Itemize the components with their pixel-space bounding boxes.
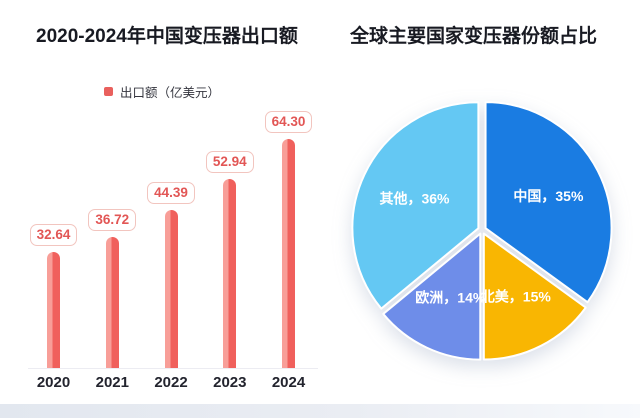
pie-chart: 中国，35% 北美，15%欧洲，14% 其他，36% xyxy=(351,101,613,361)
pie-chart-title: 全球主要国家变压器份额占比 xyxy=(350,26,598,47)
bar-2020 xyxy=(47,252,60,368)
x-axis-line xyxy=(28,368,318,369)
bar-value-label-2024: 64.30 xyxy=(244,111,334,133)
bar-value-label-2021: 36.72 xyxy=(67,209,157,231)
pie-slice-china xyxy=(484,101,613,304)
x-axis-label-2023: 2023 xyxy=(213,374,247,391)
bar-2021 xyxy=(105,237,119,368)
pie-slice-label-north-america: 北美，15% xyxy=(481,288,552,304)
legend-label: 出口额（亿美元） xyxy=(120,86,221,100)
bar-2022 xyxy=(164,210,178,368)
bar-chart-title: 2020-2024年中国变压器出口额 xyxy=(36,26,298,47)
bar-2024 xyxy=(282,139,295,368)
bar-value-label-2020: 32.64 xyxy=(9,224,99,246)
pie-slice-others xyxy=(351,101,480,310)
pie-slice-label-europe: 欧洲，14% xyxy=(415,290,486,306)
bar-value-label-2023: 52.94 xyxy=(185,151,275,173)
bar-value-label-2022: 44.39 xyxy=(126,182,216,204)
x-axis-label-2022: 2022 xyxy=(154,374,188,391)
value-badge: 52.94 xyxy=(205,151,254,173)
pie-slice-label-others: 其他，36% xyxy=(379,190,450,206)
value-badge: 44.39 xyxy=(147,182,195,204)
legend-marker-icon xyxy=(104,87,113,96)
x-axis-label-2021: 2021 xyxy=(95,374,129,391)
x-axis-label-2020: 2020 xyxy=(36,374,71,391)
value-badge: 32.64 xyxy=(29,224,78,246)
bar-2023 xyxy=(223,179,237,368)
value-badge: 64.30 xyxy=(264,111,313,133)
x-axis-label-2024: 2024 xyxy=(271,374,306,391)
pie-slice-label-china: 中国，35% xyxy=(513,188,584,204)
value-badge: 36.72 xyxy=(88,209,137,231)
pie-slice-north-america xyxy=(482,232,587,361)
bar-chart-legend: 出口额（亿美元） xyxy=(104,82,220,101)
pie-slice-europe xyxy=(382,232,482,361)
footer-strip xyxy=(0,404,640,418)
